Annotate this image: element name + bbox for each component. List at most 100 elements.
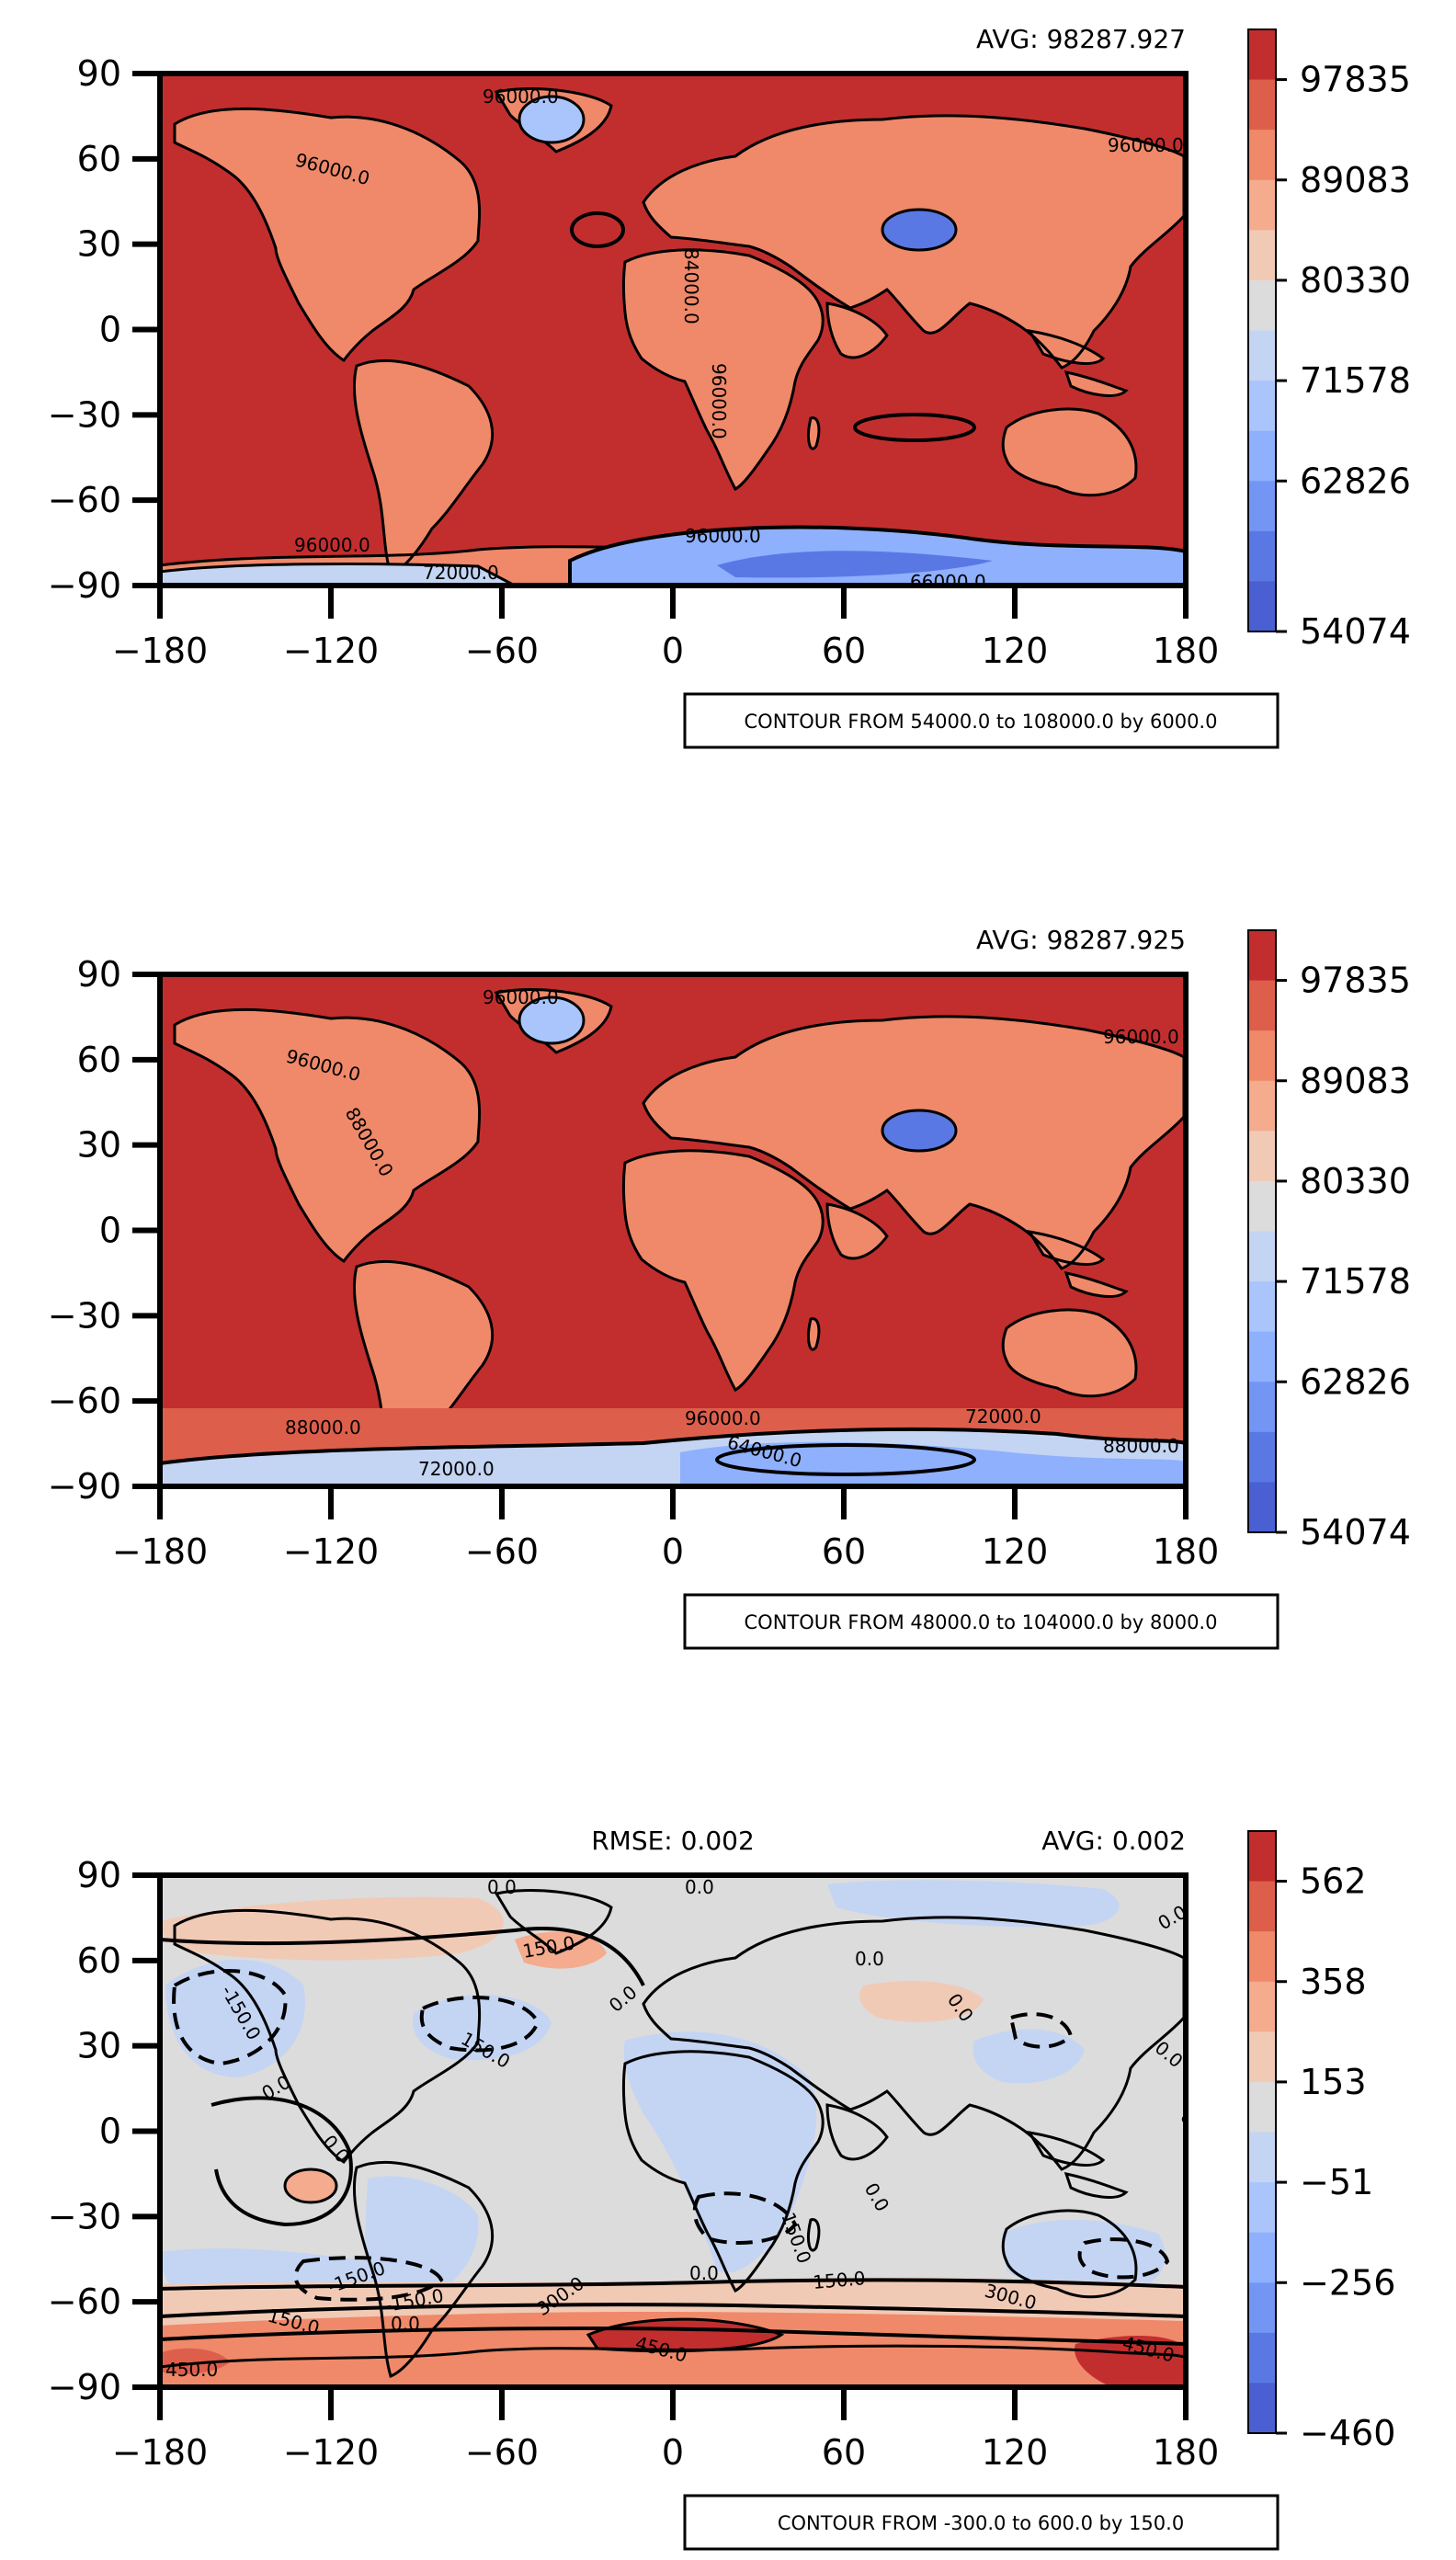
x-tick-label: −60: [465, 631, 539, 671]
colorbar-tick-label: 71578: [1300, 1261, 1411, 1302]
panel-3-contour-label: 0.0: [689, 2262, 719, 2284]
x-tick-label: −60: [465, 1531, 539, 1572]
colorbar-frame: [1247, 28, 1277, 632]
x-tick-label: 180: [1153, 631, 1220, 671]
colorbar-tick-label: 71578: [1300, 360, 1411, 401]
colorbar-tick-label: 89083: [1300, 1061, 1411, 1101]
colorbar-segment: [1248, 980, 1276, 1031]
colorbar-segment: [1248, 930, 1276, 982]
colorbar-segment: [1248, 130, 1276, 181]
panel-1-contour-ocean-a: [570, 211, 625, 248]
x-tick-label: 180: [1153, 1531, 1220, 1572]
colorbar-frame: [1247, 929, 1277, 1533]
colorbar-segment: [1248, 79, 1276, 131]
colorbar-segment: [1248, 430, 1276, 482]
panel-2-contour-caption: CONTOUR FROM 48000.0 to 104000.0 by 8000…: [745, 1611, 1218, 1633]
x-tick-label: −120: [283, 1531, 379, 1572]
colorbar-segment: [1248, 581, 1276, 632]
panel-3-positive-central-asia: [859, 1981, 984, 2022]
panel-3-positive-east-pacific: [283, 2167, 338, 2204]
y-tick-label: −30: [48, 394, 121, 435]
colorbar-tick-label: −256: [1300, 2262, 1395, 2303]
colorbar-segment: [1248, 2232, 1276, 2283]
panel-2-contour-label: 96000.0: [483, 986, 559, 1008]
panel-2-contour-label: 72000.0: [418, 1458, 495, 1480]
panel-1-contour-label: 72000.0: [423, 562, 499, 584]
panel-3-contour-dashed: [1008, 2012, 1074, 2049]
colorbar-segment: [1248, 330, 1276, 381]
panel-1-contour-label: 96000.0: [708, 363, 730, 439]
y-tick-label: −60: [48, 480, 121, 520]
colorbar-tick-label: 97835: [1300, 60, 1411, 100]
colorbar-tick-label: 153: [1300, 2062, 1367, 2102]
y-tick-label: 90: [77, 53, 121, 94]
panel-3-contour-label: 0.0: [855, 1948, 884, 1970]
panel-3-contour-dashed: [293, 2256, 444, 2302]
panel-3-contour-dashed: [172, 1969, 288, 2066]
y-tick-label: −90: [48, 2367, 121, 2407]
colorbar-segment: [1248, 1931, 1276, 1983]
panel-3-contour-label: 150.0: [812, 2267, 866, 2293]
panel-1-contour-label: 84000.0: [680, 248, 702, 324]
colorbar-tick-label: 62826: [1300, 461, 1411, 501]
colorbar-segment: [1248, 1831, 1276, 1883]
panel-1-antarctic-west: [160, 563, 516, 586]
colorbar-segment: [1248, 1180, 1276, 1232]
y-tick-label: −60: [48, 2281, 121, 2322]
panel-2-contour-label: 72000.0: [965, 1405, 1041, 1428]
panel-3-contour-line: [210, 2096, 353, 2227]
x-tick-label: 120: [982, 1531, 1049, 1572]
colorbar-segment: [1248, 1382, 1276, 1433]
y-tick-label: 60: [77, 1040, 121, 1080]
x-tick-label: 0: [662, 1531, 684, 1572]
panel-1-title-right: AVG: 98287.927: [976, 24, 1186, 54]
colorbar-tick-label: 562: [1300, 1861, 1367, 1902]
panel-3: RMSE: 0.002 AVG: 0.002: [48, 1826, 1395, 2551]
panel-3-contour-line: [160, 2278, 1186, 2291]
y-tick-label: 0: [99, 1211, 121, 1251]
colorbar-tick-label: 80330: [1300, 260, 1411, 301]
y-tick-label: 90: [77, 1855, 121, 1895]
panel-3-contour-line: [160, 2327, 1186, 2346]
y-tick-label: −60: [48, 1381, 121, 1421]
colorbar-segment: [1248, 279, 1276, 331]
panel-3-contour-dashed: [692, 2191, 798, 2245]
y-tick-label: 30: [77, 224, 121, 265]
panel-1-colorbar: 97835 89083 80330 71578 62826 54074: [1247, 28, 1411, 652]
panel-1: AVG: 98287.927 96000.0 96000.0 96000.0 9…: [48, 24, 1411, 749]
panel-1-contour-ocean-b: [853, 413, 976, 442]
colorbar-segment: [1248, 1030, 1276, 1082]
colorbar-segment: [1248, 1482, 1276, 1533]
panel-3-colorbar: 562 358 153 −51 −256 −460: [1247, 1830, 1395, 2453]
panel-3-negative-eurasia: [623, 2031, 817, 2273]
colorbar-tick-label: 358: [1300, 1962, 1367, 2002]
x-tick-label: 0: [662, 2432, 684, 2473]
panel-3-title-right: AVG: 0.002: [1041, 1826, 1186, 1856]
colorbar-segment: [1248, 530, 1276, 582]
panel-3-positive-southeast-max: [1075, 2335, 1186, 2387]
x-tick-label: 60: [822, 2432, 866, 2473]
colorbar-tick-label: −51: [1300, 2162, 1373, 2202]
colorbar-segment: [1248, 2081, 1276, 2133]
panel-3-contour-line: [160, 1927, 645, 1986]
panel-1-contour-label: 96000.0: [294, 534, 370, 556]
colorbar-segment: [1248, 381, 1276, 432]
panel-1-tibet-low: [881, 208, 958, 252]
y-tick-label: 30: [77, 2026, 121, 2066]
colorbar-segment: [1248, 1881, 1276, 1932]
panel-1-contour-label: 96000.0: [483, 85, 559, 108]
panel-2-contour-antarctic: [715, 1443, 976, 1476]
panel-3-title-left: RMSE: 0.002: [591, 1826, 755, 1856]
y-tick-label: 30: [77, 1125, 121, 1166]
x-tick-label: 0: [662, 631, 684, 671]
panel-2-title-right: AVG: 98287.925: [976, 925, 1186, 955]
panel-2-tibet-low: [881, 1109, 958, 1153]
y-tick-label: 0: [99, 310, 121, 350]
colorbar-tick-label: 54074: [1300, 611, 1411, 652]
colorbar-tick-label: 97835: [1300, 961, 1411, 1001]
panel-2-caption-box: [683, 1593, 1280, 1650]
x-tick-label: 60: [822, 1531, 866, 1572]
panel-3-contour-caption: CONTOUR FROM -300.0 to 600.0 by 150.0: [778, 2512, 1184, 2534]
colorbar-frame: [1247, 1830, 1277, 2434]
panel-2-greenland-low: [518, 996, 586, 1045]
